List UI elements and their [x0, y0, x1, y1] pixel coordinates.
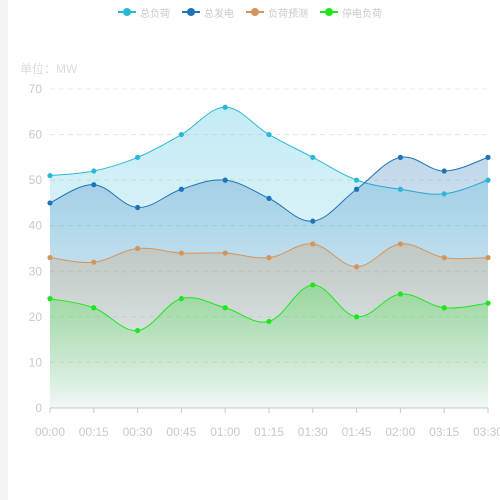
legend-item-total-load[interactable]: 总负荷	[118, 5, 170, 20]
data-point	[310, 282, 316, 288]
data-point	[266, 195, 272, 201]
data-point	[310, 154, 316, 160]
data-point	[91, 305, 97, 311]
data-point	[91, 259, 97, 265]
x-tick-label: 03:15	[429, 425, 459, 439]
data-point	[397, 154, 403, 160]
y-tick-label: 50	[29, 173, 43, 187]
data-point	[485, 154, 491, 160]
data-point	[441, 191, 447, 197]
data-point	[441, 255, 447, 261]
y-tick-label: 20	[29, 310, 43, 324]
y-tick-label: 60	[29, 128, 43, 142]
data-point	[47, 296, 53, 302]
data-point	[397, 241, 403, 247]
y-tick-label: 10	[29, 355, 43, 369]
data-point	[135, 327, 141, 334]
data-point	[47, 172, 53, 179]
data-point	[178, 186, 184, 192]
y-tick-label: 40	[29, 219, 43, 233]
data-point	[397, 186, 403, 192]
data-point	[485, 255, 491, 261]
data-point	[397, 291, 403, 297]
legend-item-outage-load[interactable]: 停电负荷	[320, 5, 382, 20]
data-point	[266, 318, 272, 325]
data-point	[354, 314, 360, 320]
legend-label-total-generation: 总发电	[204, 8, 234, 20]
data-point	[441, 305, 447, 311]
x-tick-label: 03:30	[473, 425, 500, 439]
x-tick-label: 01:00	[210, 425, 240, 439]
legend-item-total-generation[interactable]: 总发电	[182, 5, 234, 20]
data-point	[485, 177, 491, 183]
data-point	[354, 186, 360, 192]
x-tick-label: 02:00	[385, 425, 415, 439]
x-tick-label: 00:45	[166, 425, 196, 439]
data-point	[91, 182, 97, 188]
data-point	[266, 131, 272, 138]
data-point	[47, 255, 53, 261]
data-point	[266, 255, 272, 261]
x-tick-label: 01:45	[342, 425, 372, 439]
legend-swatch-total-generation	[182, 7, 200, 17]
legend-swatch-outage-load	[320, 7, 338, 17]
data-point	[135, 204, 141, 211]
data-point	[135, 154, 141, 160]
data-point	[222, 177, 228, 183]
legend-label-total-load: 总负荷	[140, 8, 170, 20]
data-point	[222, 305, 228, 311]
legend-label-outage-load: 停电负荷	[342, 8, 382, 20]
legend-item-load-forecast[interactable]: 负荷预测	[246, 5, 308, 20]
y-tick-label: 70	[29, 82, 43, 96]
y-tick-label: 0	[35, 401, 42, 415]
x-tick-label: 01:15	[254, 425, 284, 439]
x-tick-label: 01:30	[298, 425, 328, 439]
left-edge-strip	[0, 0, 8, 500]
data-point	[135, 245, 141, 252]
data-point	[178, 131, 184, 138]
x-tick-label: 00:00	[35, 425, 65, 439]
data-point	[441, 168, 447, 174]
data-point	[310, 241, 316, 247]
data-point	[354, 264, 360, 270]
x-tick-label: 00:30	[123, 425, 153, 439]
y-tick-label: 30	[29, 264, 43, 278]
legend: 总负荷 总发电 负荷预测 停电负荷	[0, 2, 500, 22]
data-point	[354, 177, 360, 183]
data-point	[178, 296, 184, 302]
legend-swatch-load-forecast	[246, 7, 264, 17]
unit-label: 单位：MW	[20, 62, 78, 76]
data-point	[47, 200, 53, 206]
data-point	[178, 250, 184, 256]
data-point	[222, 250, 228, 256]
legend-label-load-forecast: 负荷预测	[268, 8, 308, 20]
x-tick-label: 00:15	[79, 425, 109, 439]
data-point	[91, 168, 97, 174]
data-point	[222, 104, 228, 110]
data-point	[485, 300, 491, 306]
data-point	[310, 218, 316, 224]
legend-swatch-total-load	[118, 7, 136, 17]
